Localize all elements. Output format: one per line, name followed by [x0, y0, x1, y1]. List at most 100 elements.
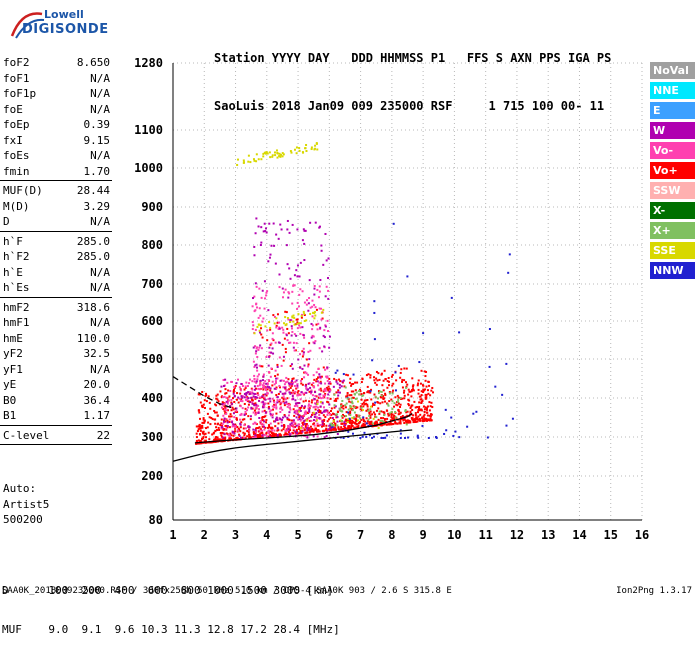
- echo-point: [429, 417, 432, 420]
- echo-point: [253, 404, 256, 407]
- echo-point: [367, 409, 370, 412]
- echo-point: [326, 366, 329, 369]
- echo-point: [401, 417, 404, 420]
- echo-point: [274, 154, 277, 157]
- echo-point: [214, 437, 217, 440]
- echo-point: [422, 415, 425, 418]
- echo-point: [283, 337, 286, 340]
- echo-point: [381, 384, 384, 387]
- echo-point: [296, 386, 299, 389]
- echo-point: [409, 390, 412, 393]
- echo-point: [234, 430, 237, 433]
- parameter-label: hmF1: [3, 316, 30, 329]
- x-tick-label: 6: [326, 528, 333, 542]
- echo-point: [354, 421, 357, 424]
- echo-point: [265, 355, 268, 358]
- echo-point: [351, 396, 354, 399]
- parameter-row: foE N/A: [0, 102, 112, 118]
- echo-point: [264, 230, 267, 233]
- echo-point: [358, 393, 361, 396]
- echo-point: [248, 426, 251, 429]
- echo-point: [404, 410, 407, 413]
- echo-point: [407, 388, 410, 391]
- echo-point: [319, 377, 322, 380]
- echo-point: [424, 418, 427, 421]
- echo-point: [342, 407, 345, 410]
- echo-point: [315, 416, 318, 419]
- echo-point: [257, 387, 260, 390]
- echo-point: [308, 433, 311, 436]
- echo-point: [380, 421, 383, 424]
- echo-point: [214, 418, 217, 421]
- echo-point: [287, 332, 290, 335]
- echo-point: [339, 380, 342, 383]
- echo-point: [313, 413, 316, 416]
- x-tick-label: 9: [420, 528, 427, 542]
- echo-point: [338, 383, 341, 386]
- echo-point: [242, 395, 245, 398]
- echo-point: [237, 396, 240, 399]
- echo-point: [254, 396, 257, 399]
- echo-point: [321, 401, 324, 404]
- echo-point: [412, 384, 415, 387]
- echo-point: [287, 428, 290, 431]
- echo-point: [260, 241, 263, 244]
- echo-point: [244, 407, 247, 410]
- echo-point: [261, 406, 264, 409]
- echo-point: [256, 325, 259, 328]
- echo-point: [327, 393, 330, 396]
- echo-point: [261, 425, 264, 428]
- echo-point: [295, 334, 298, 337]
- parameter-label: B1: [3, 409, 17, 422]
- echo-point: [294, 433, 297, 436]
- muf-table: D 100 200 400 600 800 1000 1500 3000 [km…: [2, 558, 340, 649]
- echo-point: [265, 382, 268, 385]
- parameter-value: 0.39: [83, 118, 111, 131]
- echo-point: [239, 418, 242, 421]
- echo-point: [282, 153, 285, 156]
- echo-point: [396, 394, 399, 397]
- echo-point: [319, 410, 322, 413]
- echo-point: [348, 400, 351, 403]
- echo-point: [349, 427, 352, 430]
- echo-point: [333, 393, 336, 396]
- echo-point: [282, 359, 285, 362]
- echo-point: [291, 367, 294, 370]
- echo-point: [273, 403, 276, 406]
- echo-point: [289, 319, 292, 322]
- echo-point: [230, 380, 233, 383]
- echo-point: [263, 385, 266, 388]
- parameter-label: fmin: [3, 164, 30, 178]
- echo-point: [301, 239, 304, 242]
- echo-point: [403, 417, 406, 420]
- echo-point: [303, 414, 306, 417]
- echo-point: [377, 390, 380, 393]
- echo-point: [321, 317, 324, 320]
- echo-point: [315, 378, 318, 381]
- echo-point: [309, 404, 312, 407]
- echo-point: [327, 418, 330, 421]
- echo-point: [278, 384, 281, 387]
- echo-point: [300, 404, 303, 407]
- echo-point: [420, 398, 423, 401]
- echo-point: [291, 223, 294, 226]
- echo-point: [406, 410, 409, 413]
- echo-point: [276, 418, 279, 421]
- echo-point: [346, 394, 349, 397]
- x-tick-label: 16: [635, 528, 649, 542]
- echo-point: [243, 432, 246, 435]
- echo-point: [369, 376, 372, 379]
- echo-point: [309, 312, 312, 315]
- echo-point: [373, 379, 376, 382]
- echo-point: [326, 429, 329, 432]
- echo-point: [458, 436, 461, 439]
- echo-point: [289, 408, 292, 411]
- parameter-label: foF1: [3, 71, 30, 85]
- echo-point: [273, 244, 276, 247]
- parameter-row: hmF1 N/A: [0, 315, 112, 331]
- echo-point: [261, 436, 264, 439]
- echo-point: [379, 423, 382, 426]
- x-tick-label: 14: [572, 528, 586, 542]
- echo-point: [324, 368, 327, 371]
- echo-point: [271, 155, 274, 158]
